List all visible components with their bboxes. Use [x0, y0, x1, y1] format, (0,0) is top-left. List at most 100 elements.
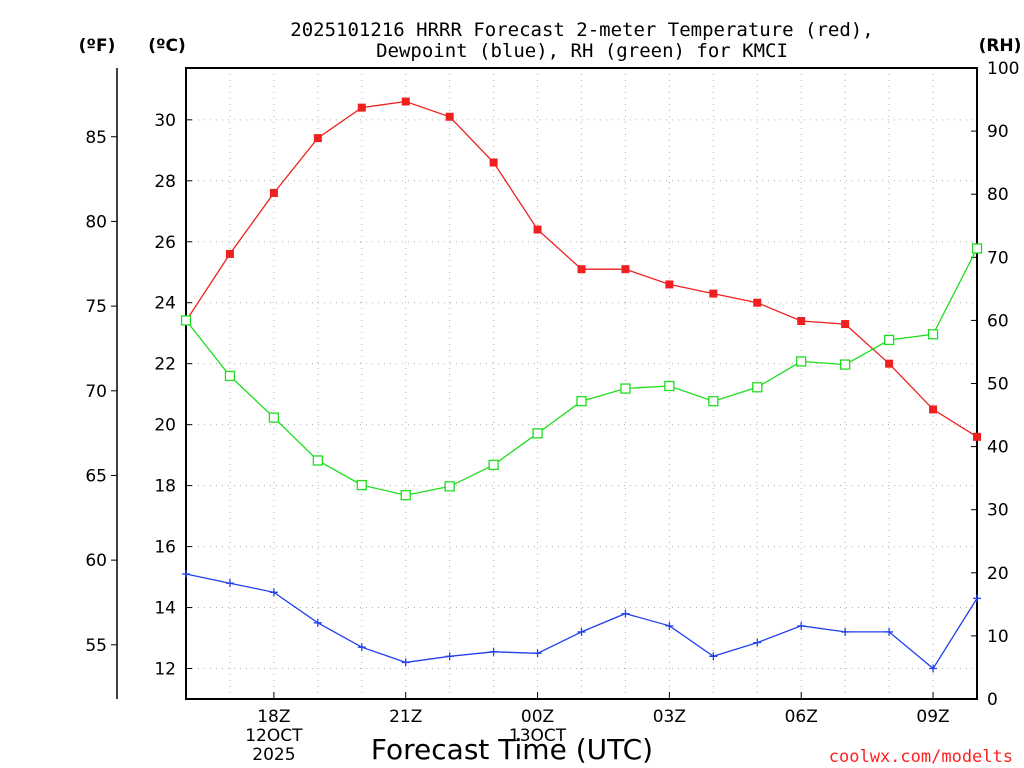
celsius-tick-label: 12: [154, 660, 176, 680]
temperature-point: [973, 432, 981, 441]
celsius-tick-label: 28: [154, 172, 176, 192]
chart-title-line1: 2025101216 HRRR Forecast 2-meter Tempera…: [290, 19, 873, 41]
data-series: [180, 97, 983, 673]
x-tick-year: 2025: [252, 745, 295, 765]
chart-title-line2: Dewpoint (blue), RH (green) for KMCI: [376, 40, 788, 62]
rh-tick-label: 100: [987, 59, 1019, 79]
celsius-tick-label: 14: [154, 599, 176, 619]
fahrenheit-tick-label: 75: [85, 297, 107, 317]
temperature-point: [445, 112, 454, 121]
rh-tick-label: 10: [987, 627, 1009, 647]
rh-point: [796, 356, 807, 367]
temperature-point: [797, 317, 806, 326]
rh-point: [971, 243, 983, 254]
fahrenheit-tick-label: 55: [85, 636, 107, 656]
rh-point: [224, 370, 236, 382]
rh-unit-label: (RH): [979, 36, 1022, 56]
axes: [111, 67, 978, 700]
temperature-point: [401, 97, 410, 106]
fahrenheit-tick-label: 70: [85, 382, 107, 402]
dewpoint-point: [973, 594, 981, 603]
rh-tick-label: 50: [987, 375, 1009, 395]
rh-point: [620, 383, 631, 394]
celsius-tick-label: 20: [154, 416, 176, 436]
rh-point: [532, 428, 543, 439]
rh-tick-label: 30: [987, 501, 1009, 521]
rh-point: [356, 479, 367, 491]
dewpoint-point: [401, 658, 410, 667]
temperature-point: [929, 405, 938, 414]
x-tick-label: 00Z: [521, 707, 554, 727]
rh-point: [268, 412, 280, 423]
x-tick-date: 13OCT: [509, 726, 567, 746]
x-tick-label: 09Z: [916, 707, 949, 727]
temperature-point: [577, 265, 586, 274]
plot-frame: [185, 67, 978, 700]
rh-tick-label: 70: [987, 248, 1009, 268]
rh-tick-label: 40: [987, 438, 1009, 458]
x-tick-label: 06Z: [785, 707, 818, 727]
dewpoint-point: [929, 664, 938, 673]
dewpoint-point: [269, 588, 278, 597]
rh-point: [312, 455, 323, 466]
celsius-tick-label: 30: [154, 111, 176, 131]
temperature-point: [841, 320, 850, 329]
temperature-point: [533, 225, 542, 234]
temperature-point: [885, 359, 894, 368]
fahrenheit-tick-label: 65: [85, 466, 107, 486]
dewpoint-point: [577, 627, 586, 636]
celsius-tick-label: 26: [154, 233, 176, 253]
rh-point: [488, 459, 499, 471]
celsius-tick-label: 22: [154, 355, 176, 375]
dewpoint-point: [709, 652, 718, 661]
celsius-unit-label: (ºC): [148, 36, 186, 56]
dewpoint-point: [445, 652, 454, 661]
celsius-tick-label: 16: [154, 538, 176, 558]
dewpoint-point: [797, 621, 806, 630]
dewpoint-point: [885, 627, 894, 636]
x-tick-date: 12OCT: [245, 726, 303, 746]
dewpoint-point: [313, 618, 322, 627]
temperature-point: [621, 265, 630, 274]
celsius-tick-label: 24: [154, 294, 176, 314]
grid-lines: [186, 68, 977, 699]
dewpoint-point: [621, 609, 630, 618]
rh-point: [752, 382, 763, 393]
rh-point: [400, 490, 411, 501]
x-tick-label: 21Z: [389, 707, 422, 727]
temperature-point: [313, 134, 322, 143]
celsius-tick-label: 18: [154, 477, 176, 497]
temperature-point: [709, 289, 718, 298]
dewpoint-point: [533, 649, 542, 658]
rh-point: [664, 380, 675, 392]
fahrenheit-unit-label: (ºF): [79, 36, 116, 56]
rh-point: [444, 481, 455, 492]
credit-text: coolwx.com/modelts: [829, 747, 1013, 767]
dewpoint-point: [182, 570, 190, 579]
temperature-point: [269, 188, 278, 197]
rh-tick-label: 60: [987, 311, 1009, 331]
x-axis-title: Forecast Time (UTC): [371, 733, 653, 766]
dewpoint-point: [357, 643, 366, 652]
temperature-point: [665, 280, 674, 289]
temperature-point: [357, 103, 366, 112]
dewpoint-point: [665, 621, 674, 630]
temperature-point: [225, 249, 234, 258]
dewpoint-point: [489, 647, 498, 656]
dewpoint-point: [225, 579, 234, 588]
fahrenheit-tick-label: 85: [85, 128, 107, 148]
dewpoint-point: [841, 627, 850, 636]
dewpoint-line: [185, 573, 978, 670]
rh-point: [883, 334, 895, 346]
rh-point: [840, 359, 851, 370]
dewpoint-point: [753, 638, 762, 647]
rh-point: [708, 396, 719, 407]
temperature-point: [489, 158, 498, 167]
fahrenheit-tick-label: 80: [85, 212, 107, 232]
rh-point: [927, 329, 939, 340]
rh-point: [576, 396, 587, 407]
tick-labels: 12 14 16 18 20 22 24 26 28 30 55 60 65 70 75 80 85 0 10 20 3…: [85, 59, 1019, 765]
rh-tick-label: 80: [987, 185, 1009, 205]
fahrenheit-tick-label: 60: [85, 551, 107, 571]
rh-tick-label: 20: [987, 564, 1009, 584]
